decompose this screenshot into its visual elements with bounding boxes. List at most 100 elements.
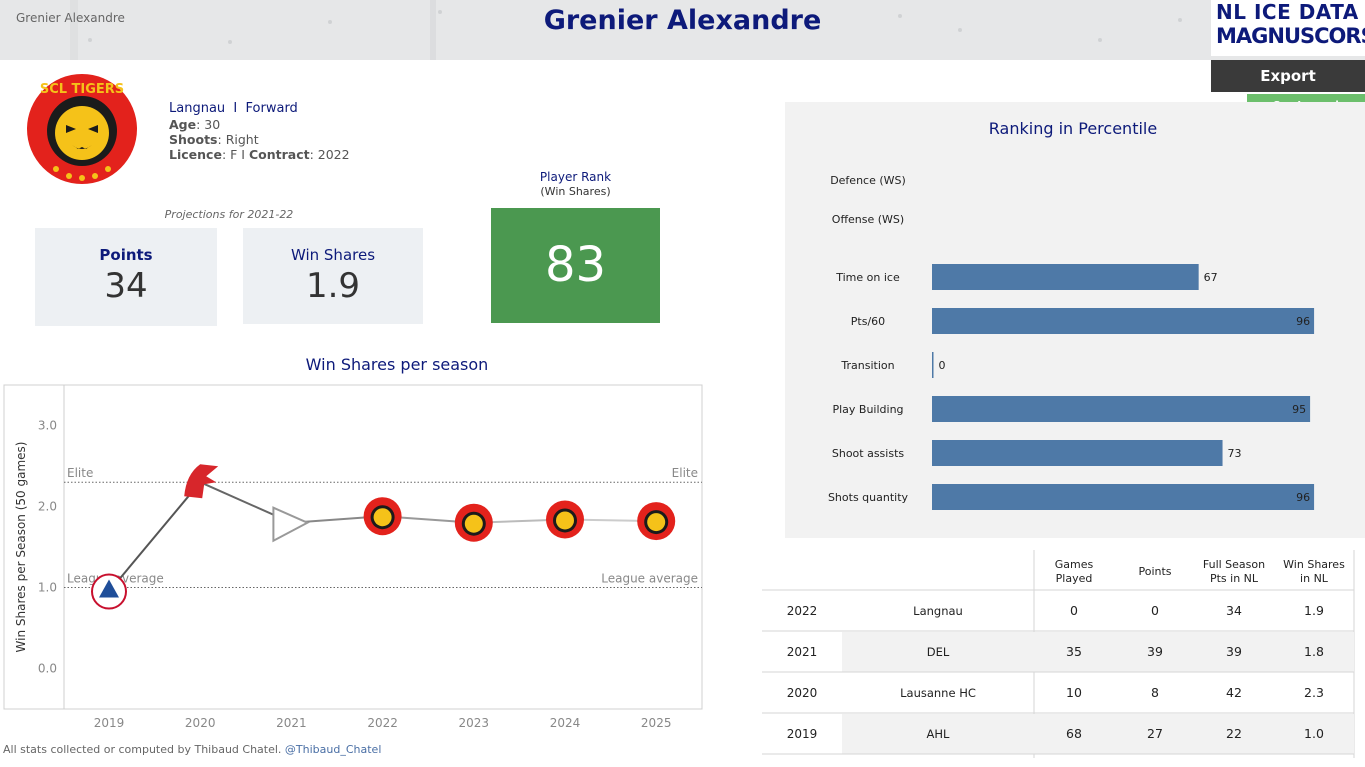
shoots-value: Right: [225, 132, 259, 147]
table-value-cell: 0: [1151, 603, 1159, 618]
ws-x-tick: 2025: [641, 716, 672, 730]
table-value-cell: 42: [1226, 685, 1242, 700]
ws-x-tick: 2023: [459, 716, 490, 730]
player-shoots: Shoots: Right: [169, 132, 259, 147]
projections-label: Projections for 2021-22: [164, 208, 294, 221]
ranking-category-label: Shoot assists: [832, 447, 905, 460]
table-header-cell: Games: [1055, 558, 1094, 571]
ranking-category-label: Transition: [840, 359, 894, 372]
ranking-category-label: Offense (WS): [832, 213, 904, 226]
ws-x-tick: 2022: [367, 716, 398, 730]
footer-credit: All stats collected or computed by Thiba…: [3, 743, 381, 756]
elite-label-left: Elite: [67, 466, 93, 480]
ranking-value-label: 67: [1204, 271, 1218, 284]
table-value-cell: 0: [1070, 603, 1078, 618]
contract-value: 2022: [317, 147, 350, 162]
ws-x-tick: 2020: [185, 716, 216, 730]
ahl-logo-shape: [99, 579, 119, 598]
ranking-value-label: 73: [1228, 447, 1242, 460]
elite-label-right: Elite: [672, 466, 698, 480]
tigers-logo-face: [647, 513, 666, 532]
ranking-value-label: 95: [1292, 403, 1306, 416]
player-rank-value: 83: [491, 208, 660, 323]
table-team-cell: AHL: [927, 727, 951, 741]
header-texture: [0, 0, 1365, 60]
contract-label: Contract: [248, 147, 310, 162]
ranking-category-label: Time on ice: [835, 271, 900, 284]
player-rank-label: Player Rank: [539, 170, 612, 184]
ws-y-tick: 0.0: [38, 662, 57, 676]
ranking-bar: [932, 484, 1315, 510]
separator: I: [233, 101, 238, 116]
ranking-category-label: Pts/60: [851, 315, 885, 328]
table-value-cell: 1.9: [1304, 603, 1324, 618]
ws-y-label: Win Shares per Season (50 games): [14, 442, 28, 653]
table-value-cell: 39: [1226, 644, 1242, 659]
points-card: Points 34: [35, 228, 217, 326]
shoots-label: Shoots: [169, 132, 218, 147]
win-shares-card: Win Shares 1.9: [243, 228, 423, 324]
table-value-cell: 1.0: [1304, 726, 1324, 741]
table-value-cell: 22: [1226, 726, 1242, 741]
brand-logo: [1211, 0, 1365, 56]
brand-subname: MAGNUSCORSI: [1216, 24, 1365, 48]
points-value: 34: [104, 266, 148, 306]
win-shares-value: 1.9: [305, 266, 361, 306]
tigers-logo-face: [373, 508, 392, 527]
footer-handle-link[interactable]: @Thibaud_Chatel: [284, 743, 382, 756]
ranking-panel: Ranking in Percentile Defence (WS) Offense…: [785, 102, 1365, 538]
ranking-value-label: 96: [1296, 491, 1310, 504]
header-banner: [0, 0, 1365, 60]
export-button[interactable]: Export: [1211, 60, 1365, 92]
table-year-cell: 2019: [787, 727, 818, 741]
table-header-cell: Win Shares: [1283, 558, 1345, 571]
table-row-shade: [842, 714, 1354, 754]
table-team-cell: Lausanne HC: [900, 686, 976, 700]
player-team: Langnau: [169, 101, 226, 116]
ws-line-segment: [108, 481, 201, 593]
table-header-cell: in NL: [1300, 572, 1329, 585]
player-rank-sublabel: (Win Shares): [540, 185, 611, 198]
ws-y-tick: 2.0: [38, 500, 57, 514]
table-value-cell: 34: [1226, 603, 1242, 618]
del-logo-marker: [184, 464, 219, 499]
age-value: 30: [204, 117, 221, 132]
ws-x-tick: 2019: [94, 716, 125, 730]
table-value-cell: 8: [1151, 685, 1159, 700]
table-year-cell: 2020: [787, 686, 818, 700]
ws-x-tick: 2024: [550, 716, 581, 730]
table-header-cell: Full Season: [1203, 558, 1265, 571]
table-header-cell: Pts in NL: [1210, 572, 1259, 585]
tigers-logo-face: [556, 511, 574, 530]
brand-name: NL ICE DATA: [1216, 0, 1359, 24]
team-logo: SCL TIGERS: [27, 74, 137, 184]
table-value-cell: 68: [1066, 726, 1082, 741]
player-licence: Licence: F I Contract: 2022: [169, 147, 350, 162]
table-value-cell: 10: [1066, 685, 1082, 700]
win-shares-label: Win Shares: [290, 246, 376, 264]
table-team-cell: DEL: [927, 645, 950, 659]
ws-y-tick: 1.0: [38, 581, 57, 595]
table-team-cell: Langnau: [913, 604, 963, 618]
ranking-value-label: 0: [939, 359, 946, 372]
table-value-cell: 27: [1147, 726, 1163, 741]
ranking-value-label: 96: [1296, 315, 1310, 328]
ranking-bar: [932, 264, 1199, 290]
ranking-bar: [932, 396, 1311, 422]
lausanne-logo-marker: [272, 506, 310, 543]
table-year-cell: 2022: [787, 604, 818, 618]
player-age: Age: 30: [169, 117, 221, 132]
ws-chart-frame: [3, 384, 703, 710]
ws-chart-title: Win Shares per season: [305, 355, 489, 374]
header-player-name: Grenier Alexandre: [16, 11, 125, 25]
ranking-category-label: Shots quantity: [828, 491, 909, 504]
ws-x-tick: 2021: [276, 716, 307, 730]
licence-label: Licence: [169, 147, 222, 162]
table-row-shade: [842, 632, 1354, 672]
player-position: Forward: [245, 101, 298, 116]
table-value-cell: 35: [1066, 644, 1082, 659]
table-header-cell: Played: [1056, 572, 1093, 585]
ranking-chart: Ranking in Percentile Defence (WS) Offense…: [828, 119, 1315, 510]
tigers-logo-face: [464, 514, 483, 533]
